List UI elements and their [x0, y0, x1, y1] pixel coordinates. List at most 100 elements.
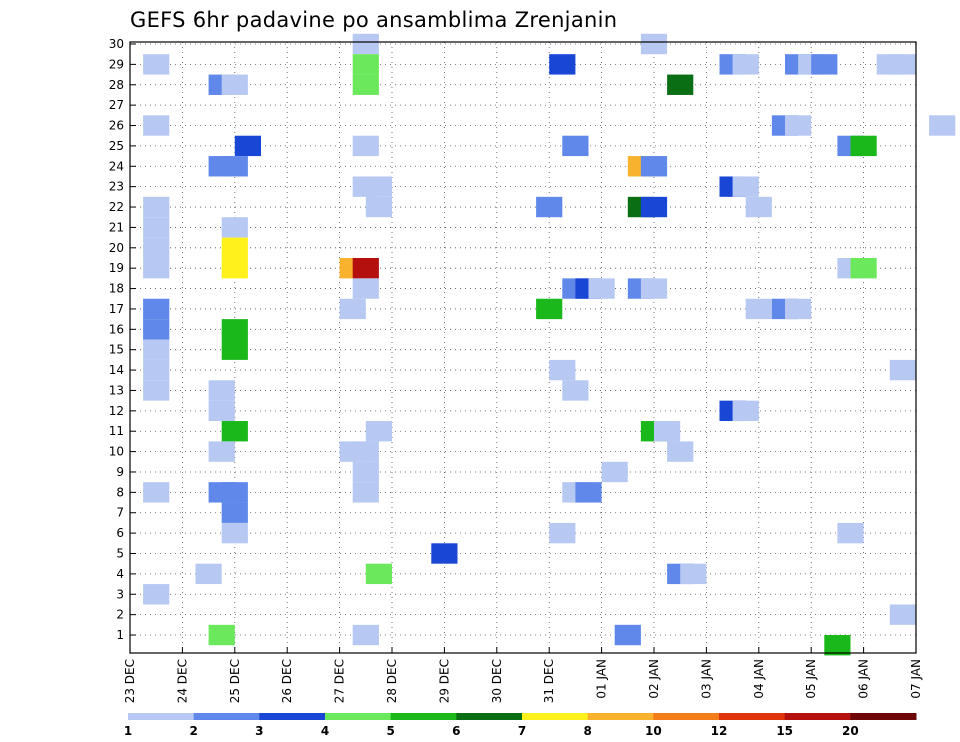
heatmap-cell — [640, 278, 668, 299]
heatmap-cell — [221, 502, 248, 523]
chart-title: GEFS 6hr padavine po ansamblima Zrenjani… — [130, 8, 617, 32]
y-tick-label: 22 — [109, 200, 124, 214]
heatmap-cell — [837, 522, 864, 544]
y-tick-label: 1 — [116, 628, 124, 642]
heatmap-cell — [614, 624, 641, 646]
y-tick-label: 8 — [116, 485, 124, 499]
heatmap-cell — [745, 196, 772, 218]
colorbar-segment — [128, 713, 195, 720]
heatmap-cell — [352, 74, 379, 95]
heatmap-cell — [732, 400, 759, 422]
x-tick-label: 23 DEC — [123, 659, 137, 703]
heatmap-cell — [640, 196, 668, 218]
colorbar-segment — [850, 713, 917, 720]
heatmap-cell — [221, 217, 248, 238]
y-tick-label: 12 — [109, 404, 124, 418]
y-tick-label: 23 — [109, 180, 124, 194]
colorbar-segment — [259, 713, 326, 720]
x-tick-label: 06 JAN — [857, 659, 871, 699]
heatmap-cell — [785, 298, 812, 320]
heatmap-cell — [352, 482, 379, 503]
heatmap-cell — [352, 441, 379, 462]
heatmap-cell — [365, 421, 392, 442]
colorbar-label: 15 — [776, 724, 793, 738]
heatmap-cell — [352, 257, 379, 279]
x-tick-label: 31 DEC — [542, 659, 556, 703]
heatmap-cell — [143, 482, 170, 503]
heatmap-cell — [640, 156, 668, 177]
heatmap-cell — [221, 257, 248, 279]
x-tick-label: 30 DEC — [490, 659, 504, 703]
heatmap-cell — [234, 135, 261, 157]
heatmap-cell — [143, 237, 170, 258]
colorbar-segment — [193, 713, 260, 720]
x-tick-label: 07 JAN — [909, 659, 923, 699]
colorbar-label: 1 — [124, 724, 132, 738]
x-tick-label: 05 JAN — [804, 659, 818, 699]
heatmap-cell — [785, 115, 812, 136]
heatmap-cell — [549, 522, 576, 544]
y-tick-label: 15 — [109, 343, 124, 357]
x-tick-label: 02 JAN — [647, 659, 661, 699]
heatmap-cell — [575, 482, 602, 503]
y-tick-label: 14 — [109, 363, 124, 377]
heatmap-cell — [221, 339, 248, 360]
colorbar-label: 5 — [386, 724, 394, 738]
colorbar-label: 10 — [645, 724, 662, 738]
heatmap-cell — [143, 298, 170, 320]
heatmap-cell — [365, 196, 392, 218]
heatmap-cell — [143, 196, 170, 218]
colorbar-label: 8 — [583, 724, 591, 738]
x-tick-label: 29 DEC — [437, 659, 451, 703]
heatmap-cell — [352, 54, 379, 75]
y-tick-label: 21 — [109, 220, 124, 234]
y-tick-label: 13 — [109, 383, 124, 397]
y-tick-label: 16 — [109, 322, 124, 336]
y-tick-label: 5 — [116, 547, 124, 561]
heatmap-cell — [143, 359, 170, 381]
y-tick-label: 17 — [109, 302, 124, 316]
y-tick-label: 27 — [109, 98, 124, 112]
y-tick-label: 20 — [109, 241, 124, 255]
heatmap-cell — [143, 584, 170, 605]
colorbar-segment — [456, 713, 523, 720]
colorbar-label: 4 — [321, 724, 329, 738]
heatmap-cell — [745, 298, 772, 320]
y-tick-label: 29 — [109, 57, 124, 71]
heatmap-cells — [143, 33, 956, 656]
heatmap-cell — [601, 461, 628, 483]
y-tick-label: 18 — [109, 282, 124, 296]
heatmap-cell — [850, 135, 877, 157]
heatmap-cell — [667, 74, 694, 95]
x-tick-label: 04 JAN — [752, 659, 766, 699]
colorbar-segment — [325, 713, 392, 720]
colorbar-segment — [653, 713, 720, 720]
heatmap-cell — [352, 624, 379, 646]
heatmap-cell — [221, 482, 248, 503]
heatmap-cell — [889, 359, 916, 381]
heatmap-cell — [143, 217, 170, 238]
heatmap-cell — [221, 421, 248, 442]
y-tick-label: 30 — [109, 37, 124, 51]
y-tick-label: 26 — [109, 119, 124, 133]
heatmap-cell — [143, 319, 170, 340]
heatmap-cell — [549, 359, 576, 381]
heatmap-cell — [732, 54, 759, 75]
x-tick-label: 25 DEC — [228, 659, 242, 703]
heatmap-cell — [365, 176, 392, 197]
heatmap-cell — [221, 319, 248, 340]
colorbar-segment — [784, 713, 851, 720]
heatmap-cell — [929, 115, 956, 136]
y-tick-label: 9 — [116, 465, 124, 479]
heatmap-cell — [640, 33, 668, 55]
heatmap-cell — [195, 563, 222, 585]
heatmap-cell — [208, 400, 235, 422]
colorbar-segment — [522, 713, 589, 720]
x-tick-label: 28 DEC — [385, 659, 399, 703]
heatmap-cell — [143, 54, 170, 75]
y-tick-label: 11 — [109, 424, 124, 438]
x-axis-ticks: 23 DEC 24 DEC 25 DEC 26 DEC 27 DEC 28 DEC 29 D… — [123, 647, 923, 703]
heatmap-cell — [143, 257, 170, 279]
y-tick-label: 3 — [116, 587, 124, 601]
heatmap-cell — [208, 380, 235, 401]
